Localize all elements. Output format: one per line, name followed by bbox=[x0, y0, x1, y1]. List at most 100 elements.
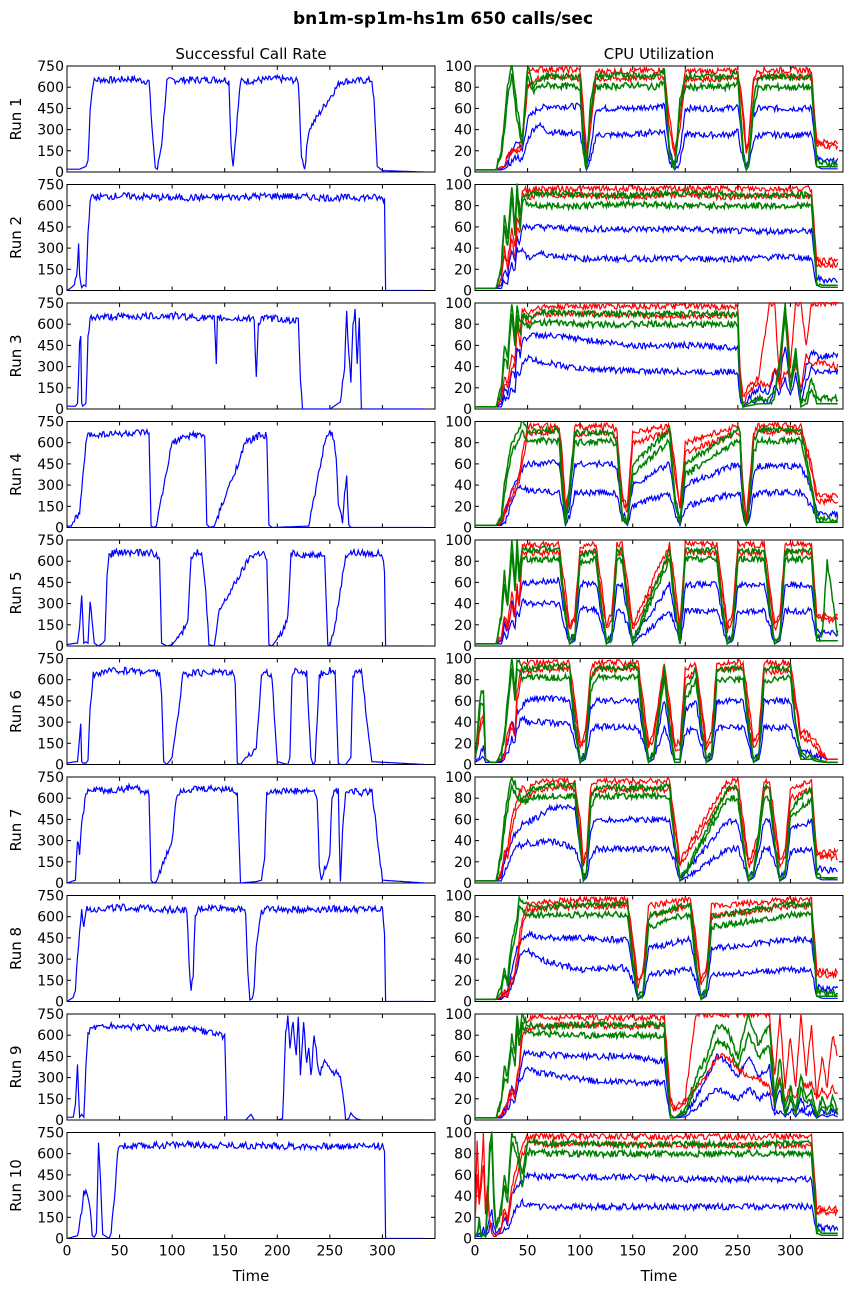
y-tick-label: 40 bbox=[454, 1071, 472, 1087]
axes-frame bbox=[66, 302, 436, 410]
y-tick-label: 20 bbox=[454, 736, 472, 752]
y-tick-label: 450 bbox=[37, 101, 64, 117]
y-tick-label: 0 bbox=[55, 1113, 64, 1129]
call-rate-line bbox=[67, 666, 425, 765]
cpu-line-green1 bbox=[475, 303, 839, 409]
cpu-line-blue1 bbox=[475, 458, 839, 526]
cpu-line-red1 bbox=[475, 776, 839, 882]
cpu-panel: 0 20 40 60 80 100 bbox=[445, 770, 844, 892]
cpu-panel: 0 20 40 60 80 100 bbox=[445, 296, 844, 418]
call-rate-line bbox=[67, 547, 425, 646]
cpu-line-green2 bbox=[475, 1021, 839, 1119]
y-tick-label: 600 bbox=[37, 199, 64, 215]
cpu-line-blue2 bbox=[475, 714, 838, 764]
run-row: Run 8 0 150 300 450 600 750 0 20 40 60 80 100 bbox=[7, 889, 844, 1011]
run-label: Run 5 bbox=[7, 571, 25, 614]
x-tick-label: 150 bbox=[211, 1244, 238, 1260]
cpu-panel: 0 20 40 60 80 100 bbox=[445, 1007, 844, 1129]
y-tick-label: 150 bbox=[37, 1210, 64, 1226]
y-tick-label: 20 bbox=[454, 973, 472, 989]
run-label: Run 4 bbox=[7, 453, 25, 496]
cpu-line-green1 bbox=[475, 65, 839, 171]
y-tick-label: 750 bbox=[37, 59, 64, 75]
y-tick-label: 0 bbox=[55, 1232, 64, 1248]
traces bbox=[475, 776, 839, 883]
cpu-line-blue1 bbox=[475, 1170, 839, 1238]
cpu-panel: 0 20 40 60 80 100 bbox=[445, 59, 844, 181]
y-tick-label: 0 bbox=[463, 165, 472, 181]
run-label: Run 10 bbox=[7, 1159, 25, 1212]
run-row: Run 7 0 150 300 450 600 750 0 20 40 60 80 100 bbox=[7, 770, 844, 892]
axes-frame bbox=[474, 184, 844, 291]
y-tick-label: 0 bbox=[55, 521, 64, 537]
y-tick-label: 750 bbox=[37, 889, 64, 905]
y-tick-label: 150 bbox=[37, 618, 64, 634]
y-tick-label: 20 bbox=[454, 262, 472, 278]
y-tick-label: 20 bbox=[454, 1210, 472, 1226]
traces bbox=[67, 547, 425, 646]
call-rate-panel: 0 150 300 450 600 750 bbox=[37, 296, 436, 418]
y-tick-label: 450 bbox=[37, 220, 64, 236]
call-rate-line bbox=[67, 903, 425, 1002]
y-tick-label: 600 bbox=[37, 1147, 64, 1163]
y-tick-label: 450 bbox=[37, 338, 64, 354]
y-tick-label: 750 bbox=[37, 296, 64, 312]
y-tick-label: 150 bbox=[37, 262, 64, 278]
y-tick-label: 300 bbox=[37, 715, 64, 731]
axes-frame bbox=[474, 895, 844, 1002]
y-tick-label: 60 bbox=[454, 931, 472, 947]
cpu-line-blue2 bbox=[475, 354, 839, 408]
y-tick-label: 450 bbox=[37, 812, 64, 828]
cpu-line-blue2 bbox=[475, 946, 838, 1001]
traces bbox=[67, 427, 425, 528]
cpu-line-red1 bbox=[475, 1131, 839, 1237]
y-tick-label: 450 bbox=[37, 694, 64, 710]
cpu-panel: 0 20 40 60 80 100 bbox=[445, 533, 844, 655]
y-tick-label: 100 bbox=[445, 652, 472, 668]
cpu-line-blue1 bbox=[475, 102, 839, 171]
y-tick-label: 300 bbox=[37, 1071, 64, 1087]
y-tick-label: 450 bbox=[37, 1049, 64, 1065]
cpu-line-green1 bbox=[475, 420, 839, 527]
cpu-line-red1 bbox=[475, 65, 839, 171]
call-rate-line bbox=[67, 1139, 425, 1239]
run-label: Run 2 bbox=[7, 216, 25, 259]
y-tick-label: 300 bbox=[37, 834, 64, 850]
y-tick-label: 600 bbox=[37, 317, 64, 333]
run-row: Run 3 0 150 300 450 600 750 0 20 40 60 80 100 bbox=[7, 296, 844, 418]
cpu-line-green1 bbox=[475, 183, 838, 290]
y-tick-label: 150 bbox=[37, 855, 64, 871]
y-tick-label: 40 bbox=[454, 597, 472, 613]
traces bbox=[475, 539, 839, 646]
traces bbox=[475, 65, 839, 172]
y-tick-label: 40 bbox=[454, 360, 472, 376]
y-tick-label: 0 bbox=[55, 639, 64, 655]
x-tick-label: 100 bbox=[567, 1244, 594, 1260]
run-label: Run 8 bbox=[7, 927, 25, 970]
run-label: Run 6 bbox=[7, 690, 25, 733]
y-tick-label: 60 bbox=[454, 812, 472, 828]
y-tick-label: 80 bbox=[454, 673, 472, 689]
cpu-panel: 0 20 40 60 80 100 bbox=[445, 178, 844, 300]
call-rate-line bbox=[67, 782, 425, 883]
y-tick-label: 0 bbox=[463, 639, 472, 655]
y-tick-label: 150 bbox=[37, 144, 64, 160]
right-x-axis-label: Time bbox=[640, 1267, 678, 1285]
run-label: Run 7 bbox=[7, 808, 25, 851]
y-tick-label: 60 bbox=[454, 575, 472, 591]
cpu-line-green1 bbox=[475, 1013, 839, 1119]
cpu-line-red1 bbox=[475, 1013, 838, 1119]
cpu-line-green2 bbox=[475, 428, 838, 528]
traces bbox=[67, 1015, 425, 1120]
axes-frame bbox=[66, 421, 436, 528]
traces bbox=[67, 903, 425, 1002]
y-tick-label: 80 bbox=[454, 80, 472, 96]
call-rate-line bbox=[67, 73, 425, 172]
cpu-line-blue2 bbox=[475, 1197, 838, 1238]
y-tick-label: 600 bbox=[37, 910, 64, 926]
y-tick-label: 60 bbox=[454, 338, 472, 354]
traces bbox=[67, 191, 425, 291]
traces bbox=[475, 420, 839, 528]
cpu-line-red1 bbox=[475, 894, 839, 1000]
